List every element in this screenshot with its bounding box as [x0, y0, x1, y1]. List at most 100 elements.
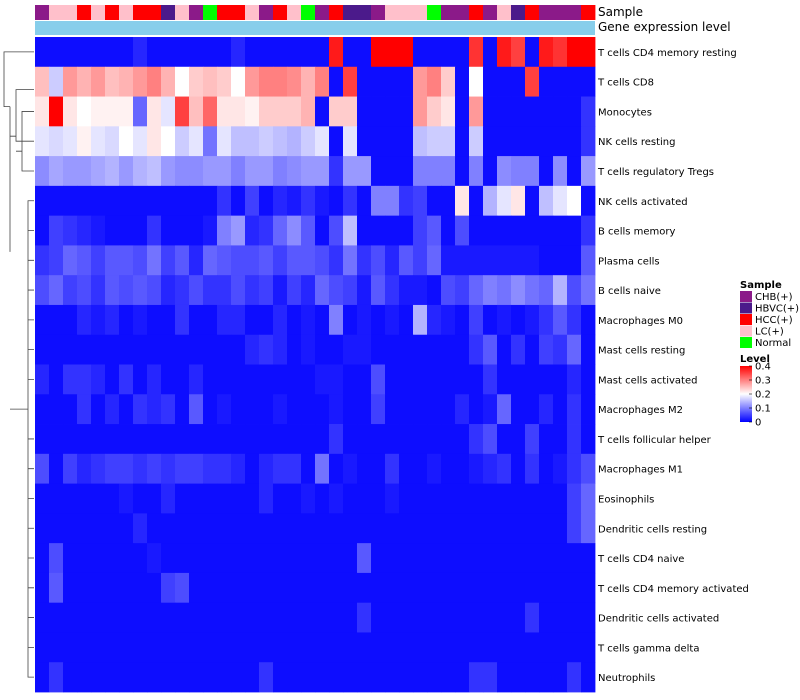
- heatmap-cell: [525, 543, 540, 574]
- heatmap-cell: [175, 275, 190, 306]
- heatmap-cell: [119, 602, 134, 633]
- heatmap-cell: [385, 572, 400, 604]
- heatmap-cell: [329, 513, 344, 544]
- heatmap-cell: [231, 215, 246, 246]
- heatmap-cell: [385, 364, 400, 395]
- heatmap-cell: [105, 364, 120, 395]
- heatmap-cell: [49, 632, 64, 663]
- heatmap-cell: [455, 662, 470, 693]
- heatmap-cell: [77, 424, 92, 455]
- heatmap-cell: [581, 483, 596, 514]
- heatmap-cell: [441, 334, 456, 365]
- heatmap-cell: [469, 572, 484, 604]
- heatmap-cell: [301, 572, 316, 604]
- heatmap-cell: [511, 37, 526, 68]
- heatmap-cell: [525, 394, 540, 425]
- heatmap-cell: [105, 334, 120, 365]
- heatmap-cell: [231, 334, 246, 365]
- heatmap-cell: [133, 513, 148, 544]
- heatmap-cell: [427, 275, 442, 306]
- heatmap-cell: [105, 275, 120, 306]
- heatmap-cell: [217, 572, 232, 604]
- heatmap-cell: [497, 334, 512, 365]
- heatmap-cell: [553, 96, 568, 127]
- heatmap-cell: [175, 334, 190, 365]
- heatmap-cell: [301, 66, 316, 97]
- heatmap-cell: [427, 513, 442, 544]
- sample-legend-label: Normal: [755, 338, 791, 349]
- sample-annotation-cell: [567, 5, 582, 20]
- heatmap-cell: [581, 513, 596, 544]
- heatmap-cell: [497, 483, 512, 514]
- heatmap-cell: [427, 245, 442, 276]
- heatmap-cell: [371, 453, 386, 484]
- heatmap-cell: [133, 96, 148, 127]
- heatmap-cell: [273, 156, 288, 187]
- heatmap-cell: [203, 513, 218, 544]
- heatmap-cell: [259, 304, 274, 336]
- heatmap-cell: [469, 662, 484, 693]
- heatmap-cell: [483, 424, 498, 455]
- heatmap-cell: [581, 304, 596, 336]
- heatmap-cell: [385, 156, 400, 187]
- heatmap-cell: [203, 245, 218, 276]
- sample-annotation-cell: [343, 5, 358, 20]
- heatmap-cell: [553, 66, 568, 97]
- row-label: T cells CD4 naive: [597, 554, 684, 565]
- heatmap-cell: [413, 66, 428, 97]
- heatmap-cell: [511, 215, 526, 246]
- row-label: Macrophages M0: [598, 316, 683, 327]
- heatmap-cell: [203, 215, 218, 246]
- heatmap-cell: [203, 632, 218, 663]
- heatmap-cell: [161, 572, 176, 604]
- heatmap-cell: [231, 304, 246, 336]
- heatmap-cell: [259, 156, 274, 187]
- heatmap-cell: [273, 185, 288, 217]
- heatmap-cell: [553, 513, 568, 544]
- heatmap-cell: [455, 156, 470, 187]
- heatmap-cell: [77, 483, 92, 514]
- heatmap-cell: [315, 662, 330, 693]
- heatmap-cell: [469, 543, 484, 574]
- heatmap-cell: [161, 394, 176, 425]
- heatmap-cell: [483, 394, 498, 425]
- heatmap-cell: [581, 572, 596, 604]
- heatmap-cell: [245, 483, 260, 514]
- heatmap-cell: [287, 245, 302, 276]
- heatmap-cell: [343, 632, 358, 663]
- level-legend: Level 0.4 0.3 0.2 0.1 0: [740, 354, 771, 429]
- heatmap-cell: [105, 394, 120, 425]
- heatmap-cell: [483, 513, 498, 544]
- heatmap-cell: [77, 602, 92, 633]
- heatmap-cell: [91, 215, 106, 246]
- heatmap-cell: [455, 215, 470, 246]
- heatmap-cell: [343, 453, 358, 484]
- heatmap-cell: [385, 304, 400, 336]
- heatmap-cell: [315, 215, 330, 246]
- heatmap-cell: [91, 572, 106, 604]
- heatmap-cell: [133, 394, 148, 425]
- row-label: T cells follicular helper: [597, 435, 712, 446]
- sample-annotation-cell: [581, 5, 596, 20]
- heatmap-cell: [119, 304, 134, 336]
- heatmap-cell: [315, 304, 330, 336]
- heatmap-cell: [35, 453, 50, 484]
- heatmap-cell: [357, 632, 372, 663]
- heatmap-cell: [399, 334, 414, 365]
- heatmap-cell: [525, 572, 540, 604]
- heatmap-cell: [315, 364, 330, 395]
- heatmap-cell: [105, 126, 120, 157]
- heatmap-cell: [35, 364, 50, 395]
- heatmap-cell: [469, 453, 484, 484]
- heatmap-cell: [35, 334, 50, 365]
- heatmap-cell: [245, 394, 260, 425]
- heatmap-cell: [217, 543, 232, 574]
- heatmap-cell: [455, 453, 470, 484]
- heatmap-cell: [133, 126, 148, 157]
- heatmap-cell: [63, 453, 78, 484]
- heatmap-cell: [511, 245, 526, 276]
- heatmap-cell: [399, 37, 414, 68]
- heatmap-cell: [231, 66, 246, 97]
- heatmap-cell: [581, 632, 596, 663]
